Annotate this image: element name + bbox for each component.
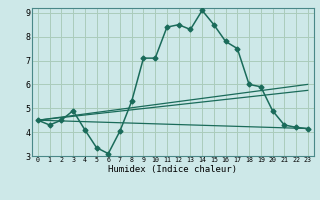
X-axis label: Humidex (Indice chaleur): Humidex (Indice chaleur) — [108, 165, 237, 174]
